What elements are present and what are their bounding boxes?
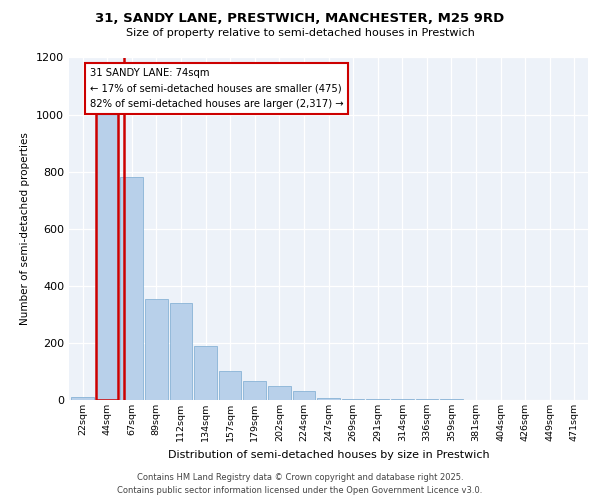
Text: Size of property relative to semi-detached houses in Prestwich: Size of property relative to semi-detach… [125,28,475,38]
Bar [145,298,167,400]
Bar [367,399,389,400]
Bar [244,382,266,400]
Bar [342,398,364,400]
Bar [293,392,315,400]
Bar [268,386,290,400]
X-axis label: Distribution of semi-detached houses by size in Prestwich: Distribution of semi-detached houses by … [167,450,490,460]
Bar [71,397,94,400]
Bar [170,303,192,400]
Text: Contains HM Land Registry data © Crown copyright and database right 2025.
Contai: Contains HM Land Registry data © Crown c… [118,474,482,495]
Bar [219,372,241,400]
Y-axis label: Number of semi-detached properties: Number of semi-detached properties [20,132,31,325]
Bar [121,178,143,400]
Text: 31, SANDY LANE, PRESTWICH, MANCHESTER, M25 9RD: 31, SANDY LANE, PRESTWICH, MANCHESTER, M… [95,12,505,26]
Bar [391,399,413,400]
Bar [194,346,217,400]
Text: 31 SANDY LANE: 74sqm
← 17% of semi-detached houses are smaller (475)
82% of semi: 31 SANDY LANE: 74sqm ← 17% of semi-detac… [90,68,343,109]
Bar [96,100,118,400]
Bar [317,398,340,400]
